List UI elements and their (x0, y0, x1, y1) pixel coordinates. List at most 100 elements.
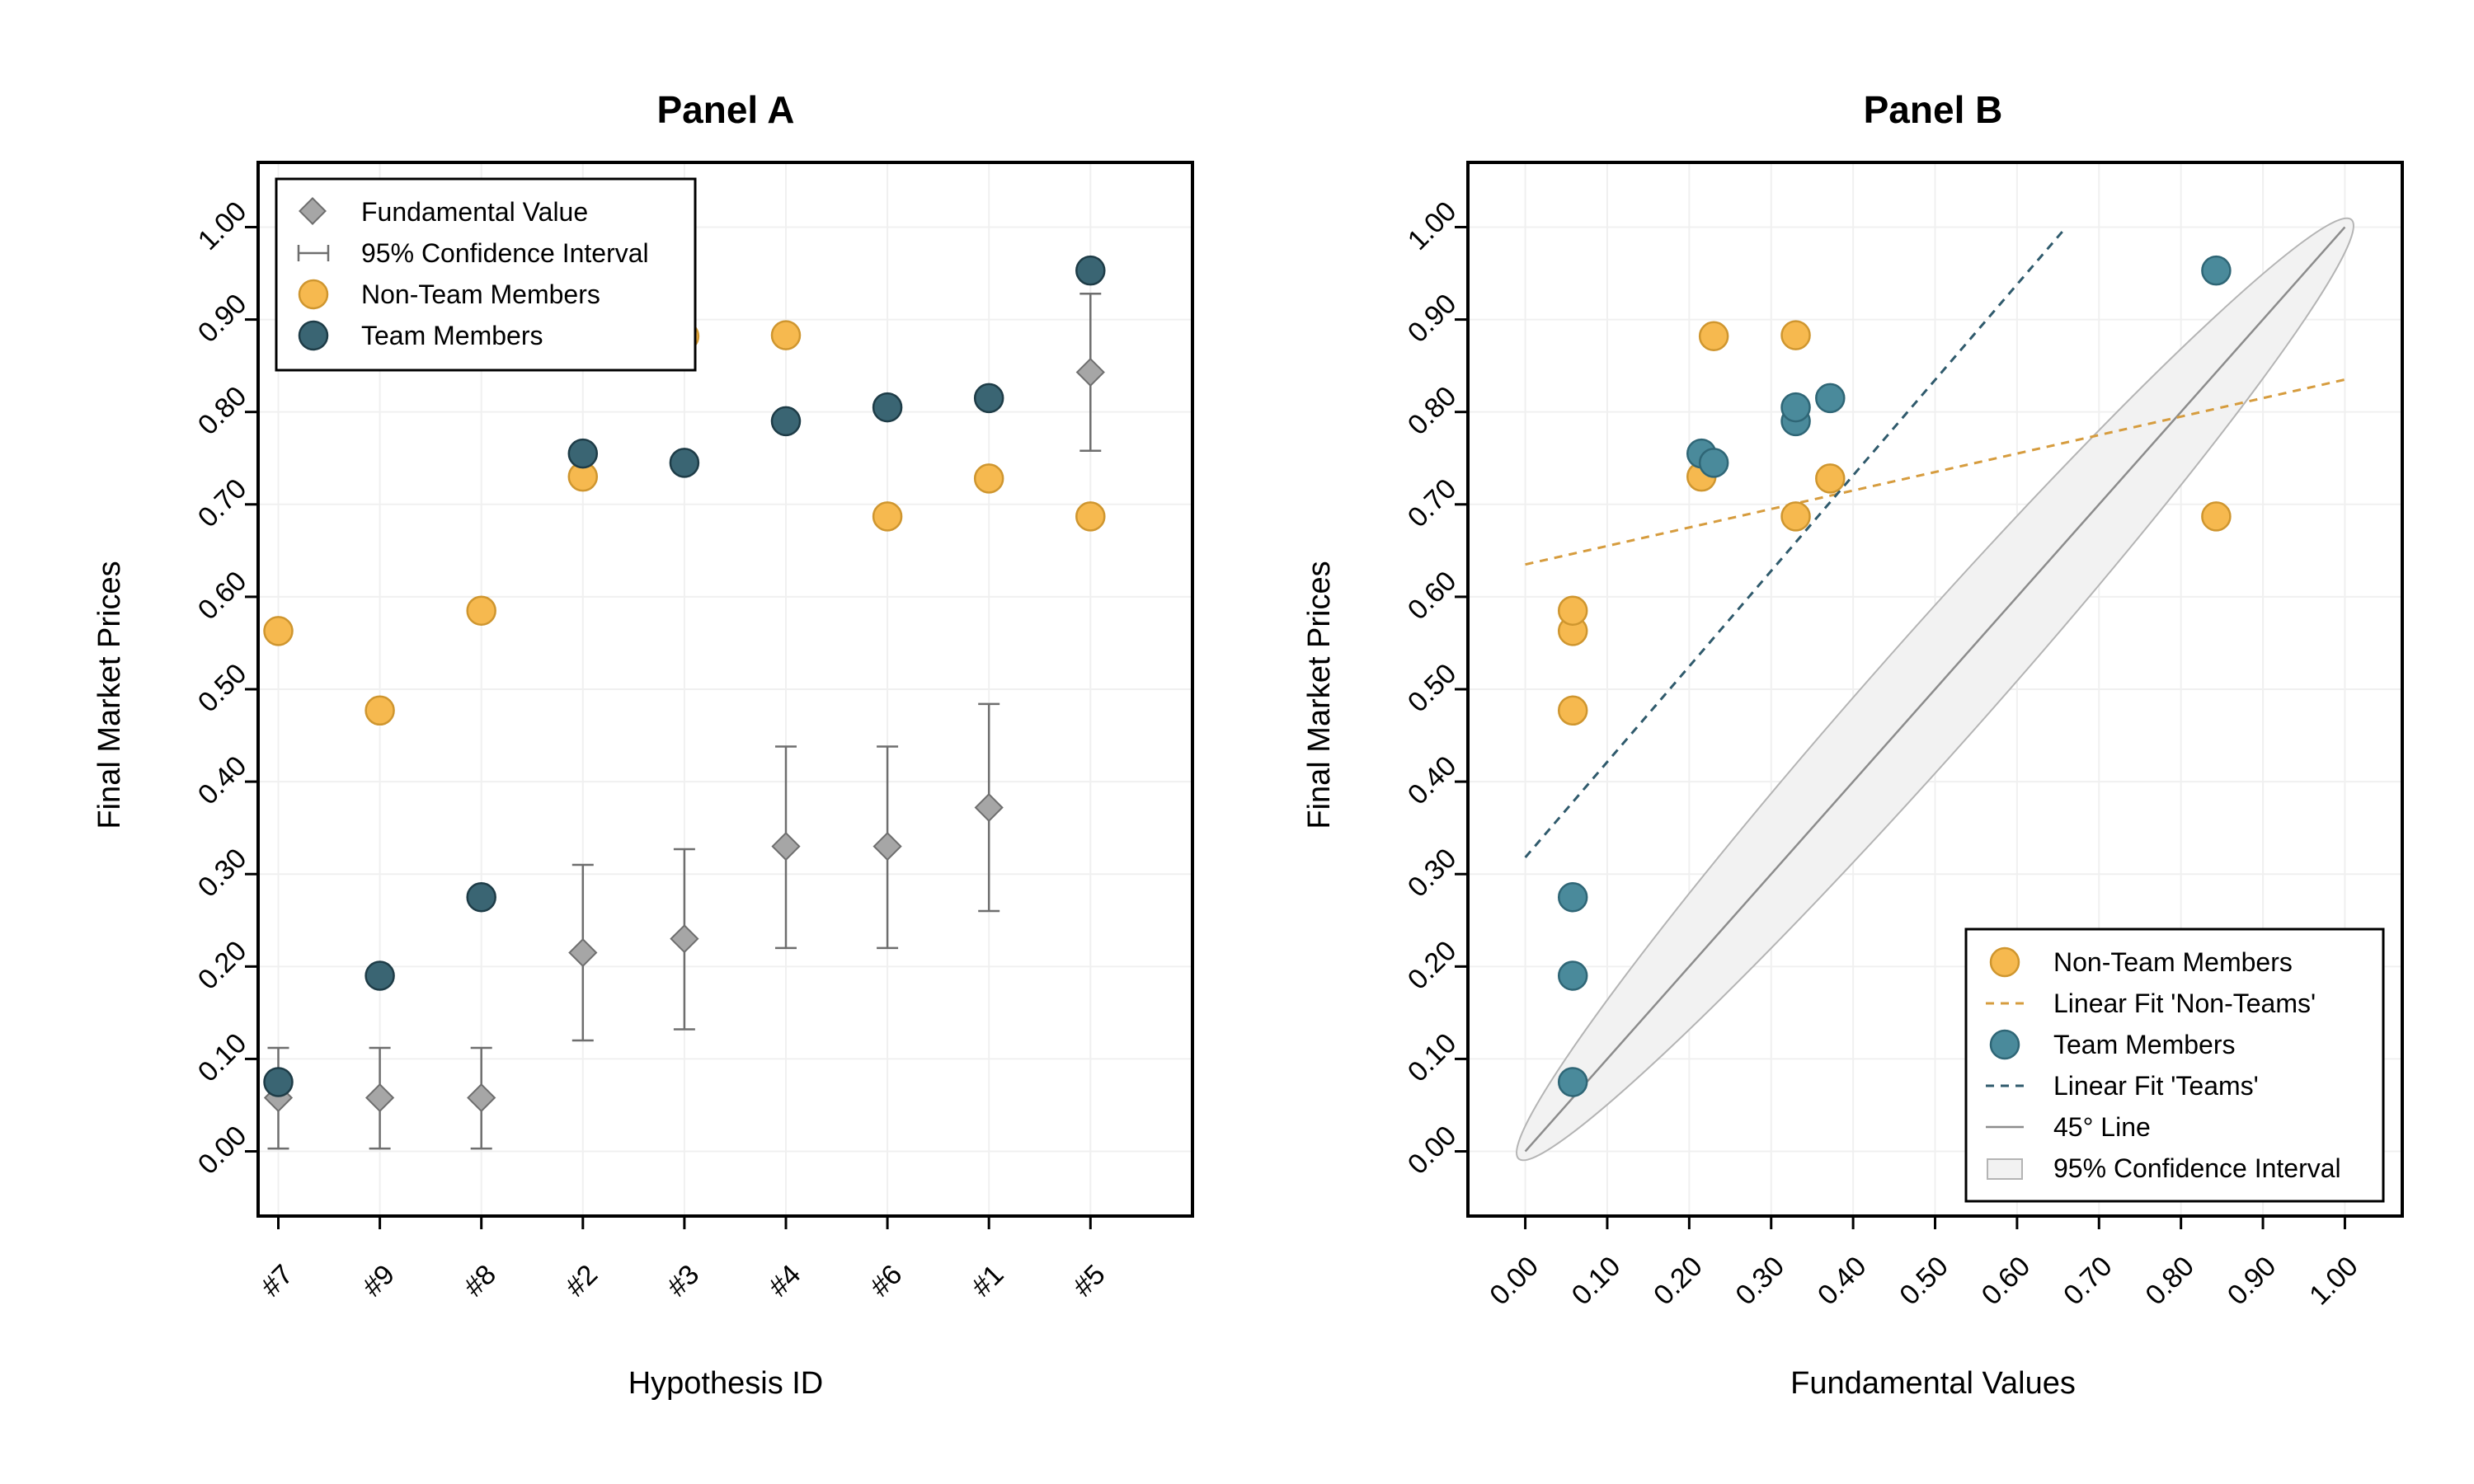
y-tick-label: 0.10 (1402, 1027, 1463, 1088)
panel-b-legend-box (1964, 928, 2385, 1203)
legend-orange-circle-icon (1989, 946, 2020, 978)
x-tick-label: 0.20 (1648, 1251, 1709, 1312)
legend-label-team-members: Team Members (361, 321, 543, 350)
y-tick-label: 0.90 (192, 288, 253, 349)
team-point (770, 406, 802, 437)
x-tick-label: 0.40 (1812, 1251, 1873, 1312)
team-point (1698, 448, 1729, 478)
non-team-point (973, 463, 1004, 494)
fundamental-value-point (974, 792, 1004, 823)
y-tick-label: 0.00 (1402, 1120, 1463, 1181)
x-tick-label: #7 (255, 1259, 299, 1303)
panel-b-team-points (1557, 255, 2232, 1097)
legend-label-fundamental-value: Fundamental Value (361, 197, 588, 227)
team-point (2201, 255, 2232, 286)
x-tick-label: #6 (864, 1259, 909, 1303)
non-team-point (365, 695, 395, 726)
panel-b-y-axis: 0.00 0.10 0.20 0.30 0.40 0.50 0.60 0.70 0.80 0.90… (1402, 195, 1468, 1181)
non-team-point (1780, 501, 1811, 532)
y-tick-label: 0.60 (1402, 566, 1463, 627)
team-point (669, 448, 700, 478)
fundamental-value-point (467, 1082, 496, 1113)
y-tick-label: 0.50 (192, 658, 253, 719)
x-tick-label: #3 (661, 1259, 706, 1303)
x-tick-label: #9 (356, 1259, 401, 1303)
non-team-point (466, 595, 496, 626)
x-tick-label: 0.60 (1976, 1251, 2037, 1312)
y-tick-label: 0.40 (192, 750, 253, 811)
panel-a-y-axis-title: Final Market Prices (92, 561, 127, 829)
non-team-point (1075, 501, 1106, 532)
fundamental-value-point (670, 924, 699, 954)
y-tick-label: 0.80 (1402, 380, 1463, 441)
x-tick-label: #5 (1067, 1259, 1112, 1303)
y-tick-label: 0.30 (192, 843, 253, 904)
panel-b-y-axis-title: Final Market Prices (1302, 561, 1337, 829)
non-team-point (1557, 695, 1588, 726)
non-team-point (1698, 321, 1729, 352)
panel-b-linear-fit-non-teams (1525, 378, 2345, 566)
legend-label-confidence-interval: 95% Confidence Interval (361, 238, 649, 268)
legend-label-45-degree-line: 45° Line (2053, 1112, 2151, 1142)
legend-gray-rect-icon (1987, 1158, 2023, 1180)
panel-b-legend: Non-Team Members Linear Fit 'Non-Teams' … (1964, 928, 2385, 1203)
non-team-point (1557, 595, 1588, 626)
team-point (872, 392, 903, 423)
x-tick-label: #1 (966, 1259, 1010, 1303)
legend-label-team-members: Team Members (2053, 1030, 2236, 1059)
team-point (1780, 392, 1811, 423)
team-point (1815, 383, 1846, 414)
team-point (466, 881, 496, 913)
legend-teal-circle-icon (1989, 1029, 2020, 1060)
y-tick-label: 0.00 (192, 1120, 253, 1181)
y-tick-label: 1.00 (192, 195, 253, 256)
team-point (973, 383, 1004, 414)
y-tick-label: 0.60 (192, 566, 253, 627)
y-tick-label: 0.70 (192, 473, 253, 534)
y-tick-label: 0.90 (1402, 288, 1463, 349)
panel-b-x-axis-title: Fundamental Values (1790, 1366, 2076, 1401)
team-point (1557, 1067, 1588, 1097)
fundamental-value-point (365, 1082, 395, 1113)
y-tick-label: 0.20 (1402, 935, 1463, 996)
panel-a-y-axis: 0.00 0.10 0.20 0.30 0.40 0.50 0.60 0.70 0.80 0.90… (192, 195, 258, 1181)
fundamental-value-point (771, 831, 801, 862)
panel-a-legend: Fundamental Value 95% Confidence Interva… (275, 177, 697, 372)
x-tick-label: #8 (458, 1259, 502, 1303)
panel-b-linear-fit-teams (1524, 226, 2067, 859)
non-team-point (872, 501, 903, 532)
fundamental-value-point (872, 831, 902, 862)
team-point (263, 1067, 294, 1097)
panel-b-x-axis: 0.00 0.10 0.20 0.30 0.40 0.50 0.60 0.70 0.80 0.90… (1484, 1216, 2364, 1311)
y-tick-label: 0.50 (1402, 658, 1463, 719)
y-tick-label: 0.10 (192, 1027, 253, 1088)
panel-a-legend-box (275, 177, 697, 372)
y-tick-label: 0.40 (1402, 750, 1463, 811)
panel-a-x-axis: #7 #9 #8 #2 #3 #4 #6 #1 #5 (255, 1216, 1112, 1303)
y-tick-label: 0.70 (1402, 473, 1463, 534)
y-tick-label: 1.00 (1402, 195, 1463, 256)
fundamental-value-point (1075, 357, 1105, 387)
x-tick-label: 0.80 (2139, 1251, 2200, 1312)
panel-b-45-degree-line (1524, 226, 2346, 1153)
panel-a-non-team-points (263, 320, 1106, 726)
legend-label-linear-fit-teams: Linear Fit 'Teams' (2053, 1071, 2259, 1101)
non-team-point (263, 616, 294, 646)
non-team-point (2201, 501, 2232, 532)
legend-diamond-icon (299, 197, 327, 225)
panel-a: Panel A 0.00 0.10 0.20 0.30 0.40 0.50 0.60 0.70… (92, 88, 1194, 1401)
team-point (1075, 255, 1106, 286)
team-point (1557, 881, 1588, 913)
legend-label-confidence-interval: 95% Confidence Interval (2053, 1153, 2341, 1183)
panel-b-non-team-points (1557, 320, 2232, 726)
y-tick-label: 0.80 (192, 380, 253, 441)
x-tick-label: 0.50 (1893, 1251, 1954, 1312)
legend-label-non-team-members: Non-Team Members (2053, 947, 2293, 977)
team-point (365, 960, 395, 991)
non-team-point (770, 320, 802, 350)
y-tick-label: 0.20 (192, 935, 253, 996)
x-tick-label: 0.70 (2058, 1251, 2119, 1312)
x-tick-label: #2 (560, 1259, 604, 1303)
x-tick-label: 0.30 (1729, 1251, 1790, 1312)
panel-a-team-points (263, 255, 1106, 1097)
